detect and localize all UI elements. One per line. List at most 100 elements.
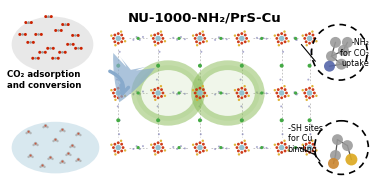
Circle shape [34,143,37,145]
Circle shape [110,144,113,146]
Circle shape [24,21,27,24]
Circle shape [61,128,64,132]
Circle shape [293,146,296,148]
Circle shape [242,51,244,53]
Circle shape [61,160,64,163]
Circle shape [240,87,243,90]
Circle shape [74,47,77,50]
Circle shape [69,154,72,156]
Circle shape [113,34,116,36]
Circle shape [280,105,282,107]
Circle shape [296,39,298,41]
Circle shape [156,64,160,68]
Circle shape [277,95,280,98]
Circle shape [283,85,286,87]
Circle shape [305,88,308,91]
Circle shape [277,40,280,43]
Circle shape [73,146,76,148]
Circle shape [150,89,152,91]
Circle shape [46,126,49,128]
Circle shape [218,91,220,93]
Circle shape [280,118,284,122]
Circle shape [61,51,64,54]
Circle shape [74,34,77,37]
Circle shape [52,47,55,50]
Circle shape [294,38,296,40]
Circle shape [56,140,59,142]
Circle shape [79,134,82,136]
Circle shape [152,37,155,40]
Circle shape [67,153,70,154]
Circle shape [117,105,119,107]
Circle shape [260,37,263,40]
Circle shape [153,95,156,98]
Circle shape [31,57,34,60]
Circle shape [235,37,239,40]
Circle shape [51,57,54,60]
Circle shape [192,34,194,37]
Circle shape [198,141,201,144]
Circle shape [160,149,163,152]
Circle shape [62,160,64,162]
Circle shape [218,145,220,147]
Circle shape [77,34,80,37]
Circle shape [284,88,287,91]
Circle shape [77,133,79,135]
Circle shape [32,41,35,44]
Circle shape [31,156,34,158]
Circle shape [142,90,144,92]
Circle shape [280,141,283,144]
Circle shape [155,145,161,150]
Circle shape [195,88,198,91]
Circle shape [307,79,309,81]
Circle shape [164,149,166,152]
Circle shape [294,37,297,40]
Circle shape [218,36,220,38]
Circle shape [284,149,287,152]
Circle shape [116,90,121,96]
Circle shape [284,143,287,146]
Circle shape [61,23,64,26]
Circle shape [49,47,52,50]
Circle shape [244,40,246,43]
Circle shape [308,96,311,99]
Circle shape [226,38,228,40]
Circle shape [200,51,202,53]
Circle shape [47,158,50,160]
Ellipse shape [12,122,99,173]
Circle shape [206,95,208,97]
Circle shape [201,30,204,33]
Circle shape [345,154,357,165]
Circle shape [114,44,117,46]
Circle shape [77,158,80,161]
Circle shape [310,119,312,121]
Circle shape [154,44,156,46]
Circle shape [164,40,166,42]
Circle shape [18,33,21,36]
Circle shape [260,146,263,149]
Circle shape [305,34,308,36]
Circle shape [237,34,240,36]
Circle shape [244,95,246,98]
Circle shape [154,99,156,101]
Circle shape [43,166,46,168]
Circle shape [157,96,160,99]
Circle shape [41,51,44,54]
Circle shape [203,92,206,94]
Circle shape [54,138,57,141]
Circle shape [34,33,37,36]
Circle shape [219,146,223,149]
Circle shape [142,36,144,38]
Circle shape [124,149,126,152]
Circle shape [41,164,44,167]
Circle shape [62,129,64,131]
Circle shape [110,34,113,37]
Circle shape [176,93,178,95]
Circle shape [302,34,304,37]
Circle shape [119,119,121,121]
Circle shape [136,145,138,147]
Circle shape [51,158,54,160]
Circle shape [37,57,40,60]
Circle shape [27,156,30,158]
Circle shape [72,43,75,46]
